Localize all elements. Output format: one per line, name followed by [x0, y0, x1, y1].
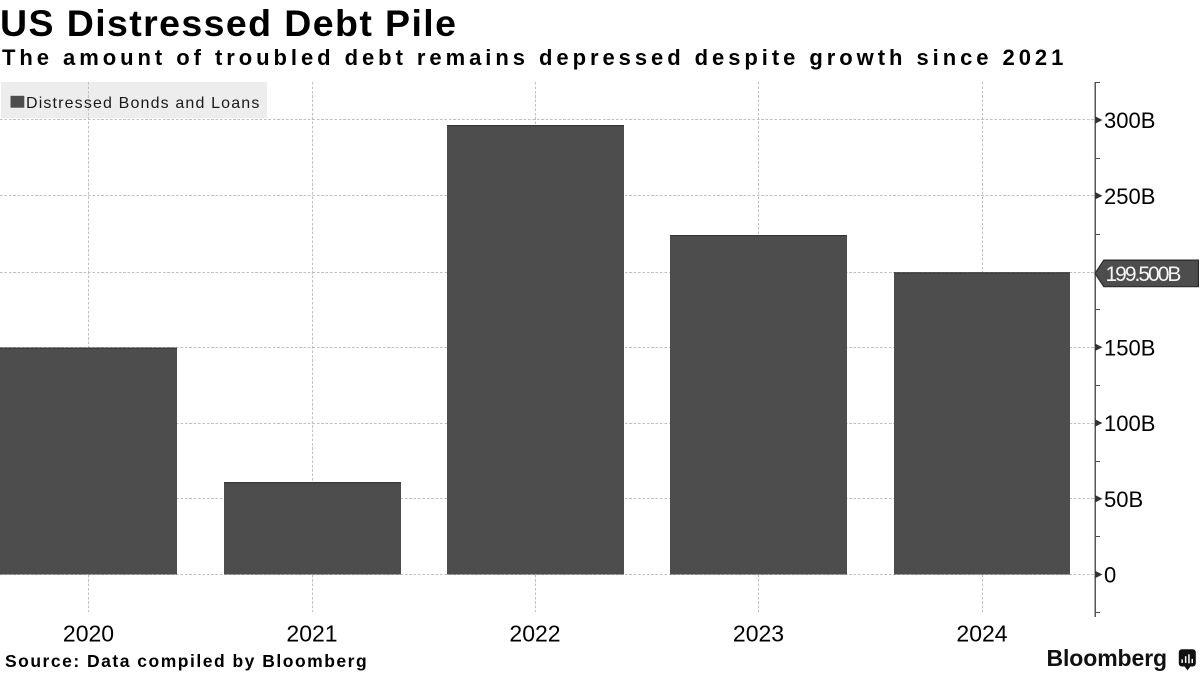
svg-text:2024: 2024 [956, 621, 1007, 647]
svg-text:150B: 150B [1104, 335, 1155, 360]
svg-text:199.500B: 199.500B [1106, 263, 1181, 286]
svg-text:250B: 250B [1104, 184, 1155, 209]
svg-text:2023: 2023 [733, 621, 784, 647]
svg-text:Distressed Bonds and Loans: Distressed Bonds and Loans [26, 95, 260, 112]
svg-text:2021: 2021 [286, 621, 337, 647]
svg-text:100B: 100B [1104, 411, 1155, 436]
svg-text:300B: 300B [1104, 108, 1155, 133]
svg-text:US Distressed Debt Pile: US Distressed Debt Pile [0, 2, 457, 44]
svg-text:Source: Data compiled by Bloom: Source: Data compiled by Bloomberg [5, 651, 368, 671]
svg-text:2020: 2020 [63, 621, 114, 647]
svg-text:2022: 2022 [509, 621, 560, 647]
svg-text:The amount of troubled debt re: The amount of troubled debt remains depr… [2, 45, 1067, 70]
svg-text:50B: 50B [1104, 487, 1143, 512]
svg-text:0: 0 [1104, 563, 1116, 588]
svg-text:Bloomberg: Bloomberg [1047, 645, 1168, 671]
